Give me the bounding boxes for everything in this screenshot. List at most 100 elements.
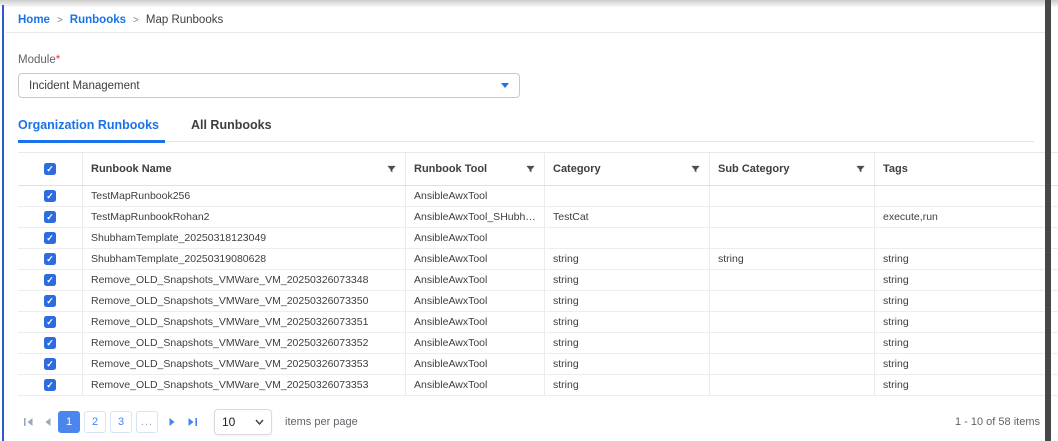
column-header-category: Category — [553, 163, 601, 175]
first-page-button[interactable] — [18, 411, 38, 433]
cell-sub-category: string — [709, 248, 875, 270]
cell-tags: string — [874, 269, 1058, 291]
cell-runbook-tool: AnsibleAwxTool_SHubham — [405, 206, 545, 228]
cell-runbook-tool: AnsibleAwxTool — [405, 290, 545, 312]
cell-category: string — [544, 311, 710, 333]
cell-category: string — [544, 332, 710, 354]
select-all-checkbox[interactable] — [44, 163, 56, 175]
scrollbar[interactable] — [1045, 0, 1051, 441]
runbook-tabs: Organization Runbooks All Runbooks — [18, 118, 1034, 143]
cell-tags: string — [874, 374, 1058, 396]
row-checkbox[interactable] — [44, 253, 56, 265]
cell-sub-category — [709, 185, 875, 207]
cell-category: string — [544, 269, 710, 291]
cell-sub-category — [709, 374, 875, 396]
filter-icon[interactable] — [690, 164, 701, 175]
cell-runbook-name: Remove_OLD_Snapshots_VMWare_VM_202503260… — [82, 332, 406, 354]
items-range-label: 1 - 10 of 58 items — [955, 416, 1040, 428]
cell-runbook-tool: AnsibleAwxTool — [405, 353, 545, 375]
cell-sub-category — [709, 311, 875, 333]
row-checkbox[interactable] — [44, 295, 56, 307]
chevron-down-icon — [501, 83, 509, 88]
cell-category: TestCat — [544, 206, 710, 228]
filter-icon[interactable] — [386, 164, 397, 175]
table-row[interactable]: ShubhamTemplate_20250318123049 AnsibleAw… — [18, 227, 1058, 249]
row-checkbox[interactable] — [44, 190, 56, 202]
breadcrumb-separator: > — [56, 14, 63, 26]
row-checkbox[interactable] — [44, 379, 56, 391]
table-row[interactable]: TestMapRunbookRohan2 AnsibleAwxTool_SHub… — [18, 206, 1058, 228]
window-left-accent-border — [2, 5, 4, 441]
row-checkbox[interactable] — [44, 358, 56, 370]
table-row[interactable]: Remove_OLD_Snapshots_VMWare_VM_202503260… — [18, 332, 1058, 354]
table-header-row: Runbook Name Runbook Tool Category — [18, 152, 1058, 186]
cell-sub-category — [709, 353, 875, 375]
cell-sub-category — [709, 332, 875, 354]
breadcrumb: Home > Runbooks > Map Runbooks — [6, 7, 1045, 33]
cell-sub-category — [709, 290, 875, 312]
cell-runbook-name: Remove_OLD_Snapshots_VMWare_VM_202503260… — [82, 269, 406, 291]
cell-tags: string — [874, 290, 1058, 312]
cell-runbook-name: ShubhamTemplate_20250318123049 — [82, 227, 406, 249]
table-row[interactable]: Remove_OLD_Snapshots_VMWare_VM_202503260… — [18, 269, 1058, 291]
cell-runbook-tool: AnsibleAwxTool — [405, 185, 545, 207]
cell-runbook-name: Remove_OLD_Snapshots_VMWare_VM_202503260… — [82, 290, 406, 312]
tab-all-runbooks[interactable]: All Runbooks — [190, 118, 272, 132]
cell-category: string — [544, 353, 710, 375]
module-field-label: Module* — [18, 54, 1045, 66]
breadcrumb-separator: > — [133, 14, 139, 26]
last-page-button[interactable] — [182, 411, 202, 433]
row-checkbox[interactable] — [44, 316, 56, 328]
previous-page-button[interactable] — [38, 411, 58, 433]
cell-sub-category — [709, 269, 875, 291]
cell-runbook-name: TestMapRunbookRohan2 — [82, 206, 406, 228]
tab-organization-runbooks[interactable]: Organization Runbooks — [18, 118, 165, 143]
row-checkbox[interactable] — [44, 211, 56, 223]
cell-category — [544, 227, 710, 249]
page-button-3[interactable]: 3 — [110, 411, 132, 433]
required-asterisk: * — [55, 54, 61, 66]
table-row[interactable]: Remove_OLD_Snapshots_VMWare_VM_202503260… — [18, 374, 1058, 396]
table-row[interactable]: Remove_OLD_Snapshots_VMWare_VM_202503260… — [18, 311, 1058, 333]
filter-icon[interactable] — [525, 164, 536, 175]
cell-tags: string — [874, 353, 1058, 375]
cell-runbook-name: ShubhamTemplate_20250319080628 — [82, 248, 406, 270]
table-row[interactable]: ShubhamTemplate_20250319080628 AnsibleAw… — [18, 248, 1058, 270]
cell-runbook-tool: AnsibleAwxTool — [405, 374, 545, 396]
table-row[interactable]: Remove_OLD_Snapshots_VMWare_VM_202503260… — [18, 353, 1058, 375]
row-checkbox[interactable] — [44, 274, 56, 286]
cell-category: string — [544, 248, 710, 270]
page-size-value: 10 — [222, 415, 236, 429]
row-checkbox[interactable] — [44, 232, 56, 244]
column-header-tags: Tags — [883, 163, 908, 175]
cell-runbook-name: TestMapRunbook256 — [82, 185, 406, 207]
cell-tags: string — [874, 332, 1058, 354]
page-size-select[interactable]: 10 — [214, 409, 272, 435]
breadcrumb-runbooks-link[interactable]: Runbooks — [69, 14, 127, 26]
cell-runbook-tool: AnsibleAwxTool — [405, 227, 545, 249]
breadcrumb-current-page: Map Runbooks — [145, 14, 224, 26]
cell-runbook-tool: AnsibleAwxTool — [405, 332, 545, 354]
cell-runbook-tool: AnsibleAwxTool — [405, 311, 545, 333]
filter-icon[interactable] — [855, 164, 866, 175]
cell-runbook-tool: AnsibleAwxTool — [405, 248, 545, 270]
cell-tags: string — [874, 311, 1058, 333]
page-button-more[interactable]: ... — [136, 411, 158, 433]
page-button-2[interactable]: 2 — [84, 411, 106, 433]
next-page-button[interactable] — [162, 411, 182, 433]
table-row[interactable]: Remove_OLD_Snapshots_VMWare_VM_202503260… — [18, 290, 1058, 312]
cell-tags — [874, 227, 1058, 249]
row-checkbox[interactable] — [44, 337, 56, 349]
module-label-text: Module — [18, 54, 56, 66]
cell-category: string — [544, 374, 710, 396]
table-row[interactable]: TestMapRunbook256 AnsibleAwxTool — [18, 185, 1058, 207]
cell-runbook-name: Remove_OLD_Snapshots_VMWare_VM_202503260… — [82, 311, 406, 333]
runbooks-table: Runbook Name Runbook Tool Category — [18, 152, 1058, 396]
cell-sub-category — [709, 227, 875, 249]
breadcrumb-home-link[interactable]: Home — [18, 14, 50, 26]
cell-tags — [874, 185, 1058, 207]
module-select[interactable]: Incident Management — [18, 73, 520, 98]
page-button-1[interactable]: 1 — [58, 411, 80, 433]
pagination: 1 2 3 ... 10 items per page 1 - 10 of 58… — [18, 409, 1040, 435]
